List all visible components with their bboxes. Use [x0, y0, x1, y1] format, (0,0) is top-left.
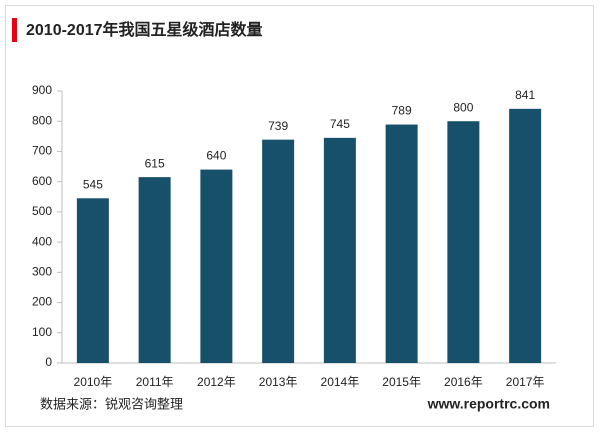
x-tick-label: 2013年 [259, 375, 298, 389]
data-label: 841 [515, 88, 535, 102]
bar [447, 121, 480, 363]
y-tick-label: 100 [32, 325, 52, 339]
y-tick-label: 600 [32, 174, 52, 188]
bar [76, 198, 109, 363]
y-tick-label: 900 [32, 83, 52, 97]
y-tick-label: 700 [32, 144, 52, 158]
data-label: 800 [453, 100, 473, 114]
website: www.reportrc.com [427, 396, 550, 412]
bar [138, 177, 171, 363]
y-tick-label: 500 [32, 204, 52, 218]
bar [200, 169, 233, 363]
x-tick-label: 2012年 [197, 375, 236, 389]
x-tick-label: 2017年 [506, 375, 545, 389]
bar [509, 108, 542, 363]
y-tick-label: 400 [32, 234, 52, 248]
x-tick-label: 2011年 [136, 375, 174, 389]
chart-title: 2010-2017年我国五星级酒店数量 [26, 20, 263, 39]
data-label: 745 [330, 117, 350, 131]
data-label: 545 [83, 177, 103, 191]
data-label: 640 [206, 149, 226, 163]
x-tick-label: 2015年 [382, 375, 421, 389]
data-label: 615 [145, 156, 165, 170]
bar [262, 139, 295, 363]
x-tick-label: 2014年 [321, 375, 360, 389]
bar [323, 137, 356, 363]
x-tick-label: 2016年 [444, 375, 483, 389]
y-tick-label: 300 [32, 265, 52, 279]
bar [385, 124, 418, 364]
source-note: 数据来源：锐观咨询整理 [40, 396, 183, 411]
data-label: 739 [268, 119, 288, 133]
y-tick-label: 800 [32, 113, 52, 127]
x-tick-label: 2010年 [74, 375, 113, 389]
data-label: 789 [392, 104, 412, 118]
title-accent [12, 18, 17, 42]
y-tick-label: 200 [32, 295, 52, 309]
y-tick-label: 0 [45, 355, 52, 369]
